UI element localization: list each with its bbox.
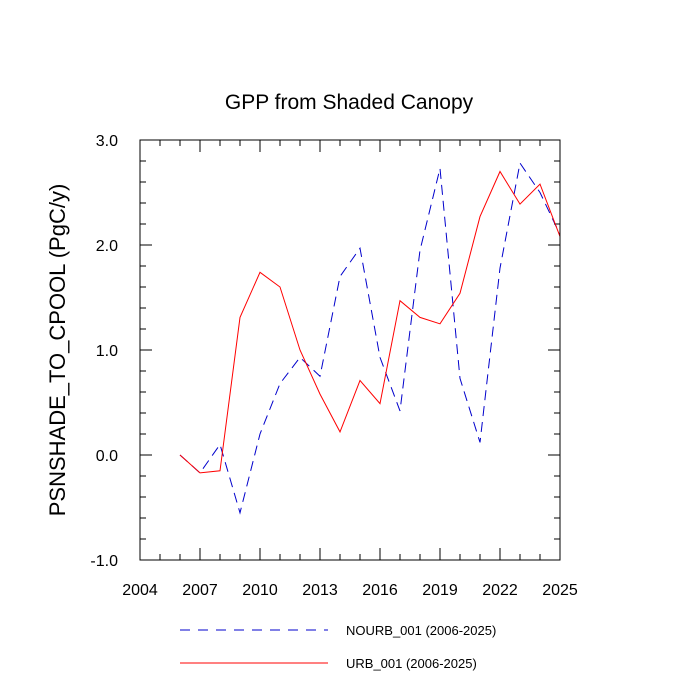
- chart-title: GPP from Shaded Canopy: [225, 91, 474, 114]
- x-tick-label: 2019: [422, 582, 458, 599]
- y-tick-label: -1.0: [90, 553, 118, 570]
- y-tick-label: 1.0: [96, 343, 118, 360]
- x-tick-label: 2025: [542, 582, 578, 599]
- y-axis-label: PSNSHADE_TO_CPOOL (PgC/y): [45, 184, 70, 517]
- legend: NOURB_001 (2006-2025) URB_001 (2006-2025): [180, 623, 496, 671]
- x-tick-label: 2010: [242, 582, 278, 599]
- x-tick-label: 2007: [182, 582, 218, 599]
- y-tick-label: 2.0: [96, 238, 118, 255]
- plot-area: 2004 2007 2010 2013 2016 2019 2022 2025 -1.0 0.0 1…: [90, 133, 577, 599]
- legend-label: URB_001 (2006-2025): [346, 656, 477, 671]
- y-tick-label: 0.0: [96, 448, 118, 465]
- series-line-nourb-001: [179, 161, 561, 515]
- y-tick-label: 3.0: [96, 133, 118, 150]
- x-tick-label: 2016: [362, 582, 398, 599]
- series-line-urb-001: [179, 170, 561, 474]
- x-tick-label: 2013: [302, 582, 338, 599]
- x-tick-label: 2004: [122, 582, 158, 599]
- x-tick-label: 2022: [482, 582, 518, 599]
- legend-label: NOURB_001 (2006-2025): [346, 623, 496, 638]
- plot-frame: [139, 139, 561, 561]
